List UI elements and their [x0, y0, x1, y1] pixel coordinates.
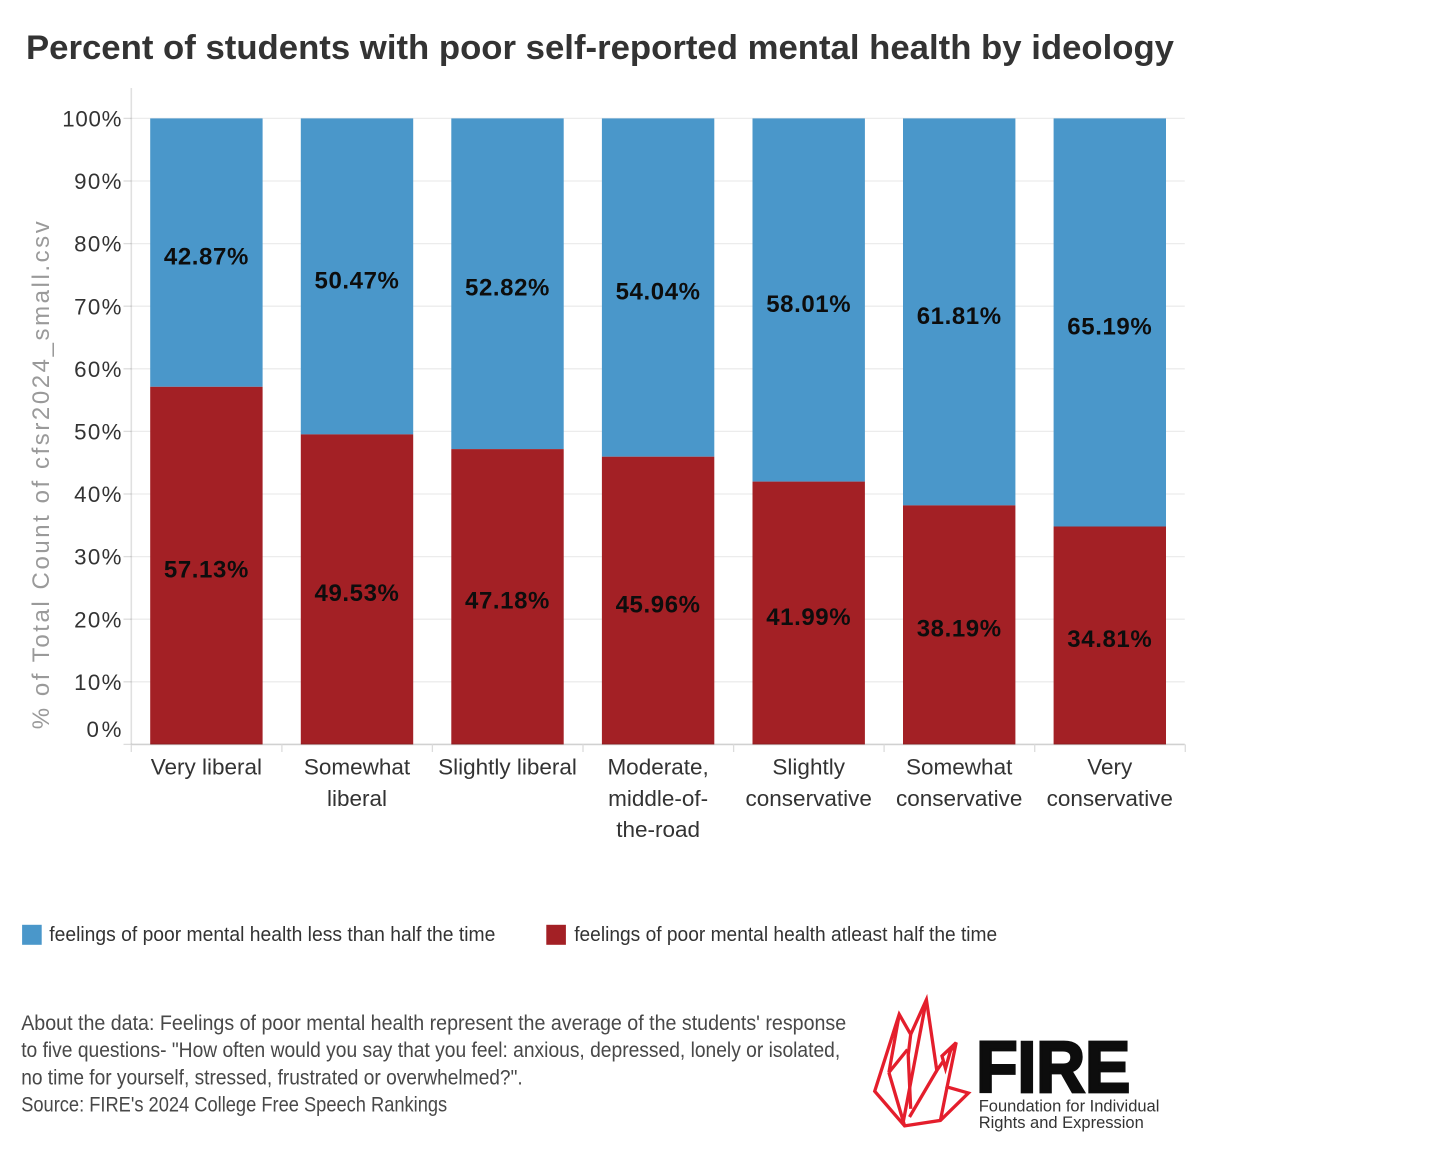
svg-text:Moderate,: Moderate, [607, 755, 708, 780]
svg-text:middle-of-: middle-of- [608, 786, 708, 811]
svg-text:52.82%: 52.82% [465, 275, 550, 302]
svg-text:20%: 20% [74, 607, 122, 632]
svg-text:Slightly: Slightly [772, 755, 845, 780]
svg-text:70%: 70% [74, 294, 122, 319]
svg-text:Foundation for Individual: Foundation for Individual [979, 1097, 1160, 1115]
svg-text:61.81%: 61.81% [917, 303, 1002, 330]
svg-text:% of Total Count of cfsr2024_s: % of Total Count of cfsr2024_small.csv [28, 221, 55, 729]
svg-text:100%: 100% [62, 107, 121, 132]
svg-text:49.53%: 49.53% [315, 580, 400, 607]
svg-text:30%: 30% [74, 545, 122, 570]
svg-text:65.19%: 65.19% [1067, 313, 1152, 340]
svg-text:FIRE: FIRE [976, 1028, 1130, 1108]
svg-text:Very liberal: Very liberal [151, 755, 262, 780]
svg-text:34.81%: 34.81% [1067, 626, 1152, 653]
svg-text:80%: 80% [74, 232, 122, 257]
svg-text:feelings of poor mental health: feelings of poor mental health less than… [49, 924, 495, 946]
svg-text:42.87%: 42.87% [164, 244, 249, 271]
svg-text:54.04%: 54.04% [616, 278, 701, 305]
svg-text:Very: Very [1087, 755, 1133, 780]
svg-text:50%: 50% [74, 420, 122, 445]
svg-text:Somewhat: Somewhat [906, 755, 1013, 780]
svg-text:38.19%: 38.19% [917, 616, 1002, 643]
svg-text:0%: 0% [87, 717, 122, 742]
svg-text:the-road: the-road [616, 817, 700, 842]
svg-text:About the data: Feelings of po: About the data: Feelings of poor mental … [21, 1011, 846, 1035]
svg-text:conservative: conservative [746, 786, 872, 811]
svg-text:45.96%: 45.96% [616, 591, 701, 618]
svg-text:90%: 90% [74, 169, 122, 194]
svg-text:40%: 40% [74, 482, 122, 507]
svg-text:47.18%: 47.18% [465, 588, 550, 615]
svg-text:conservative: conservative [896, 786, 1022, 811]
svg-text:50.47%: 50.47% [315, 267, 400, 294]
svg-text:Slightly liberal: Slightly liberal [438, 755, 577, 780]
svg-text:Source: FIRE's 2024 College Fr: Source: FIRE's 2024 College Free Speech … [21, 1093, 447, 1117]
svg-text:liberal: liberal [327, 786, 387, 811]
svg-text:no time for yourself, stressed: no time for yourself, stressed, frustrat… [21, 1065, 523, 1089]
svg-text:to five questions- "How often: to five questions- "How often would you … [21, 1038, 840, 1062]
svg-text:41.99%: 41.99% [766, 604, 851, 631]
svg-text:feelings of poor mental health: feelings of poor mental health atleast h… [574, 924, 997, 946]
svg-text:10%: 10% [74, 670, 122, 695]
svg-text:58.01%: 58.01% [766, 291, 851, 318]
svg-text:Rights and Expression: Rights and Expression [979, 1114, 1144, 1132]
svg-text:Percent of students with poor: Percent of students with poor self-repor… [26, 29, 1174, 67]
svg-text:Somewhat: Somewhat [304, 755, 411, 780]
svg-text:60%: 60% [74, 357, 122, 382]
svg-text:57.13%: 57.13% [164, 556, 249, 583]
svg-text:conservative: conservative [1047, 786, 1173, 811]
